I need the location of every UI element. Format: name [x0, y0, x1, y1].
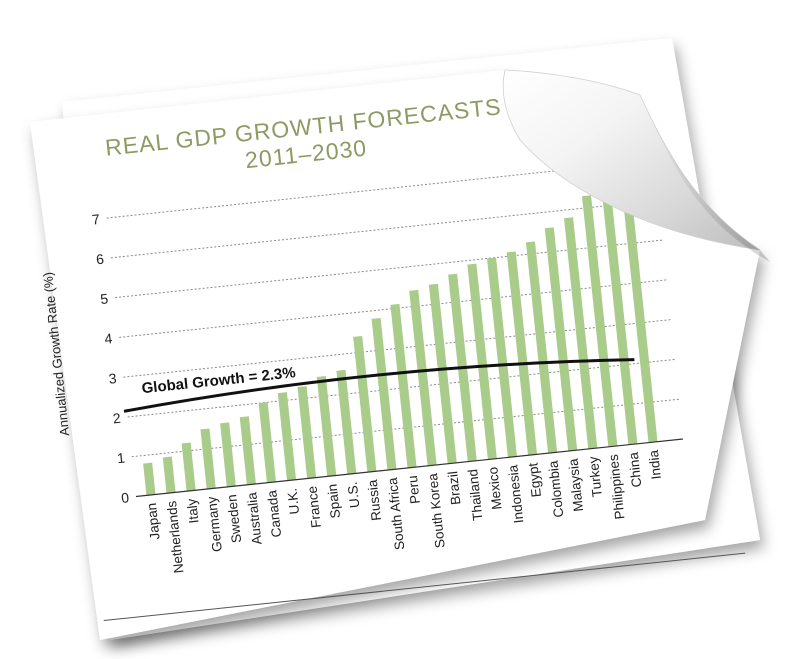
bar-japan	[143, 462, 156, 496]
category-label: Brazil	[445, 470, 463, 505]
category-label: Peru	[405, 475, 423, 505]
global-growth-line	[123, 358, 635, 413]
category-label: Canada	[264, 489, 284, 538]
y-tick-label: 4	[104, 330, 114, 347]
bars	[143, 131, 658, 496]
front-page	[30, 70, 760, 640]
category-label: Germany	[204, 496, 225, 553]
bar-colombia	[525, 241, 558, 454]
bar-brazil	[428, 283, 457, 464]
x-axis-line	[135, 438, 684, 498]
category-label: Russia	[365, 478, 384, 521]
page-divider-line	[103, 552, 746, 622]
y-tick-label: 1	[116, 449, 126, 466]
y-tick-label: 6	[95, 251, 105, 268]
category-label: China	[626, 451, 645, 488]
bar-france	[297, 386, 317, 479]
bar-indonesia	[487, 257, 517, 458]
bar-philippines	[581, 195, 618, 447]
category-label: Australia	[244, 491, 264, 545]
y-tick-labels: 0 1 2 3 4 5 6 7	[91, 211, 130, 506]
category-label: Egypt	[525, 462, 544, 498]
category-label: Turkey	[586, 455, 605, 497]
category-label: Malaysia	[566, 457, 587, 512]
bar-canada	[258, 402, 276, 483]
bar-spain	[316, 376, 337, 477]
bar-italy	[181, 442, 196, 492]
bar-south-africa	[371, 317, 397, 471]
bar-egypt	[506, 251, 538, 456]
category-label: U.K.	[284, 487, 302, 515]
category-label: Mexico	[485, 466, 504, 510]
y-tick-label: 3	[108, 370, 118, 387]
category-label: U.S.	[345, 481, 363, 509]
category-label: Italy	[184, 498, 202, 524]
bar-russia	[353, 335, 377, 473]
bar-south-korea	[409, 289, 437, 466]
y-tick-label: 5	[100, 290, 110, 307]
bar-mexico	[467, 263, 497, 460]
bar-australia	[239, 416, 256, 485]
bar-germany	[200, 428, 216, 490]
category-label: France	[305, 485, 324, 528]
category-label: India	[646, 449, 664, 480]
category-label: Sweden	[224, 494, 244, 544]
y-tick-label: 7	[91, 211, 101, 228]
category-label: Colombia	[545, 459, 566, 518]
bar-peru	[390, 303, 417, 468]
bar-malaysia	[544, 227, 578, 452]
bar-netherlands	[162, 456, 176, 494]
category-label: Philippines	[606, 453, 628, 520]
category-label: Indonesia	[505, 464, 526, 524]
bar-sweden	[220, 422, 236, 487]
bar-china	[599, 165, 638, 445]
bar-u-s	[336, 369, 357, 475]
bar-turkey	[564, 217, 598, 449]
y-tick-label: 2	[112, 410, 122, 427]
category-label: Japan	[144, 502, 163, 540]
y-tick-label: 0	[120, 489, 130, 506]
category-label: Thailand	[465, 468, 485, 521]
bar-u-k	[277, 392, 297, 481]
category-label: Spain	[325, 483, 344, 519]
